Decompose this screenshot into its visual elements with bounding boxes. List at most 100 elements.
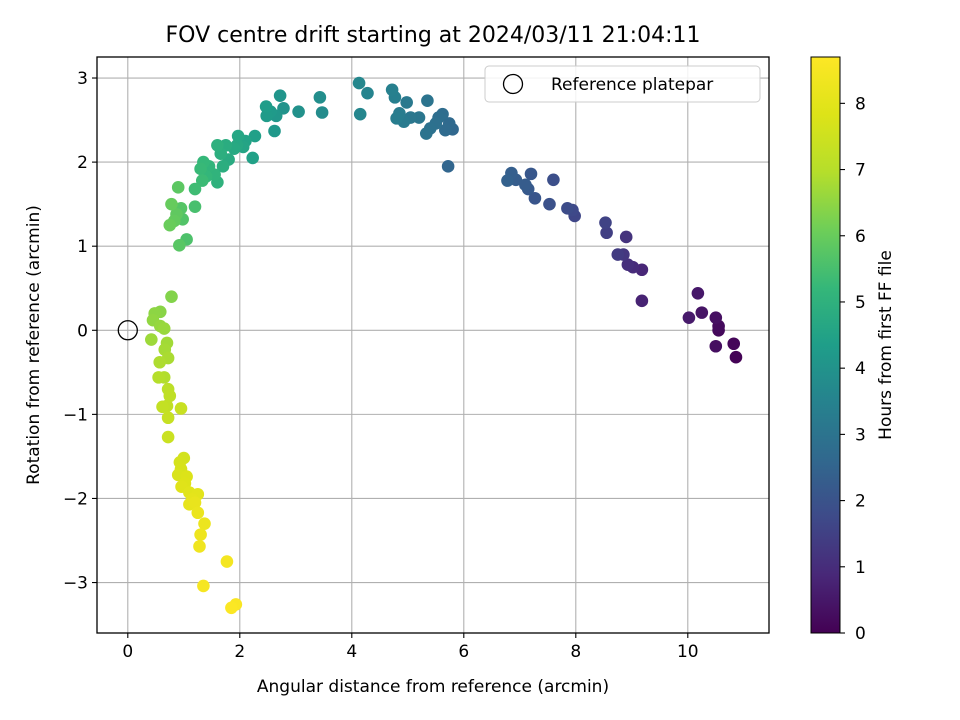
data-point xyxy=(695,306,709,319)
y-axis-label: Rotation from reference (arcmin) xyxy=(24,205,44,485)
data-points xyxy=(145,76,743,615)
data-point xyxy=(682,311,696,324)
x-tick-label: 2 xyxy=(234,642,245,662)
y-tick-label: 3 xyxy=(77,69,88,89)
y-tick-label: −2 xyxy=(63,489,88,509)
colorbar-tick-label: 0 xyxy=(855,624,866,644)
data-point xyxy=(211,138,224,152)
x-tick-label: 8 xyxy=(570,642,581,662)
data-point xyxy=(390,112,403,125)
y-tick-label: −1 xyxy=(63,405,88,425)
data-point xyxy=(248,129,262,143)
data-point xyxy=(547,173,560,187)
data-point xyxy=(231,129,245,143)
legend-box xyxy=(484,65,761,103)
data-point xyxy=(621,258,635,271)
data-point xyxy=(220,555,234,568)
legend-label: Reference platepar xyxy=(551,75,713,95)
data-point xyxy=(259,100,273,113)
data-point xyxy=(195,174,209,187)
data-point xyxy=(194,162,207,176)
data-point xyxy=(174,402,188,415)
data-point xyxy=(543,197,556,211)
colorbar-tick-label: 3 xyxy=(855,425,866,445)
data-point xyxy=(400,96,413,109)
data-point xyxy=(145,333,158,346)
data-point xyxy=(729,350,743,364)
data-point xyxy=(619,230,633,244)
y-tick-label: 2 xyxy=(77,153,88,173)
data-point xyxy=(161,430,175,444)
data-point xyxy=(709,311,723,324)
data-point xyxy=(165,290,178,303)
colorbar-tick-label: 5 xyxy=(855,293,866,313)
y-tick-label: 1 xyxy=(77,237,88,257)
data-point xyxy=(600,226,613,240)
data-point xyxy=(439,123,452,137)
data-point xyxy=(173,239,186,252)
x-tick-label: 6 xyxy=(458,642,469,662)
data-point xyxy=(273,89,287,102)
data-point xyxy=(163,389,177,403)
data-point xyxy=(197,579,210,593)
colorbar-tick-label: 8 xyxy=(855,94,866,114)
data-point xyxy=(524,167,538,181)
legend-marker xyxy=(502,73,524,95)
data-point xyxy=(635,294,649,308)
data-point xyxy=(171,181,185,194)
data-point xyxy=(421,94,434,108)
data-point xyxy=(157,322,171,335)
data-point xyxy=(501,174,514,187)
data-point xyxy=(225,601,238,615)
x-tick-label: 0 xyxy=(122,642,133,662)
data-point xyxy=(165,197,178,211)
y-tick-label: −3 xyxy=(63,574,88,594)
x-tick-label: 10 xyxy=(677,642,699,662)
colorbar-label: Hours from first FF file xyxy=(876,250,896,440)
data-point xyxy=(156,400,169,414)
data-point xyxy=(161,411,175,425)
plot-frame xyxy=(96,56,770,634)
data-point xyxy=(188,200,202,213)
legend: Reference platepar xyxy=(484,65,761,103)
data-point xyxy=(727,337,741,351)
data-point xyxy=(292,105,305,118)
colorbar xyxy=(810,56,841,634)
data-point xyxy=(709,339,723,353)
data-point xyxy=(691,286,705,300)
colorbar-tick-label: 1 xyxy=(855,558,866,578)
data-point xyxy=(519,178,532,192)
data-point xyxy=(315,106,329,119)
data-point xyxy=(268,124,281,138)
data-point xyxy=(599,216,612,229)
data-point xyxy=(188,182,202,196)
data-point xyxy=(611,248,625,261)
y-tick-label: 0 xyxy=(77,321,88,341)
chart-title: FOV centre drift starting at 2024/03/11 … xyxy=(166,23,701,48)
data-point xyxy=(419,127,433,140)
data-point xyxy=(152,371,165,384)
data-point xyxy=(191,506,205,520)
data-point xyxy=(260,109,273,123)
data-point xyxy=(441,160,455,173)
colorbar-ticks: 0 1 2 3 4 5 6 7 8 xyxy=(840,94,866,644)
reference-point xyxy=(117,320,138,341)
data-point xyxy=(246,151,259,165)
data-point xyxy=(353,107,367,121)
data-point xyxy=(163,218,177,232)
colorbar-tick-label: 2 xyxy=(855,492,866,512)
x-axis-ticks: 0 2 4 6 8 10 xyxy=(122,633,699,662)
x-axis-label: Angular distance from reference (arcmin) xyxy=(257,677,609,697)
x-tick-label: 4 xyxy=(346,642,357,662)
data-point xyxy=(193,540,206,553)
data-point xyxy=(385,83,399,97)
colorbar-tick-label: 7 xyxy=(855,161,866,181)
data-point xyxy=(216,160,230,173)
data-point xyxy=(352,76,366,90)
colorbar-tick-label: 4 xyxy=(855,359,866,379)
reference-marker xyxy=(117,320,138,341)
colorbar-tick-label: 6 xyxy=(855,227,866,247)
data-point xyxy=(188,496,202,509)
data-point xyxy=(153,355,167,369)
